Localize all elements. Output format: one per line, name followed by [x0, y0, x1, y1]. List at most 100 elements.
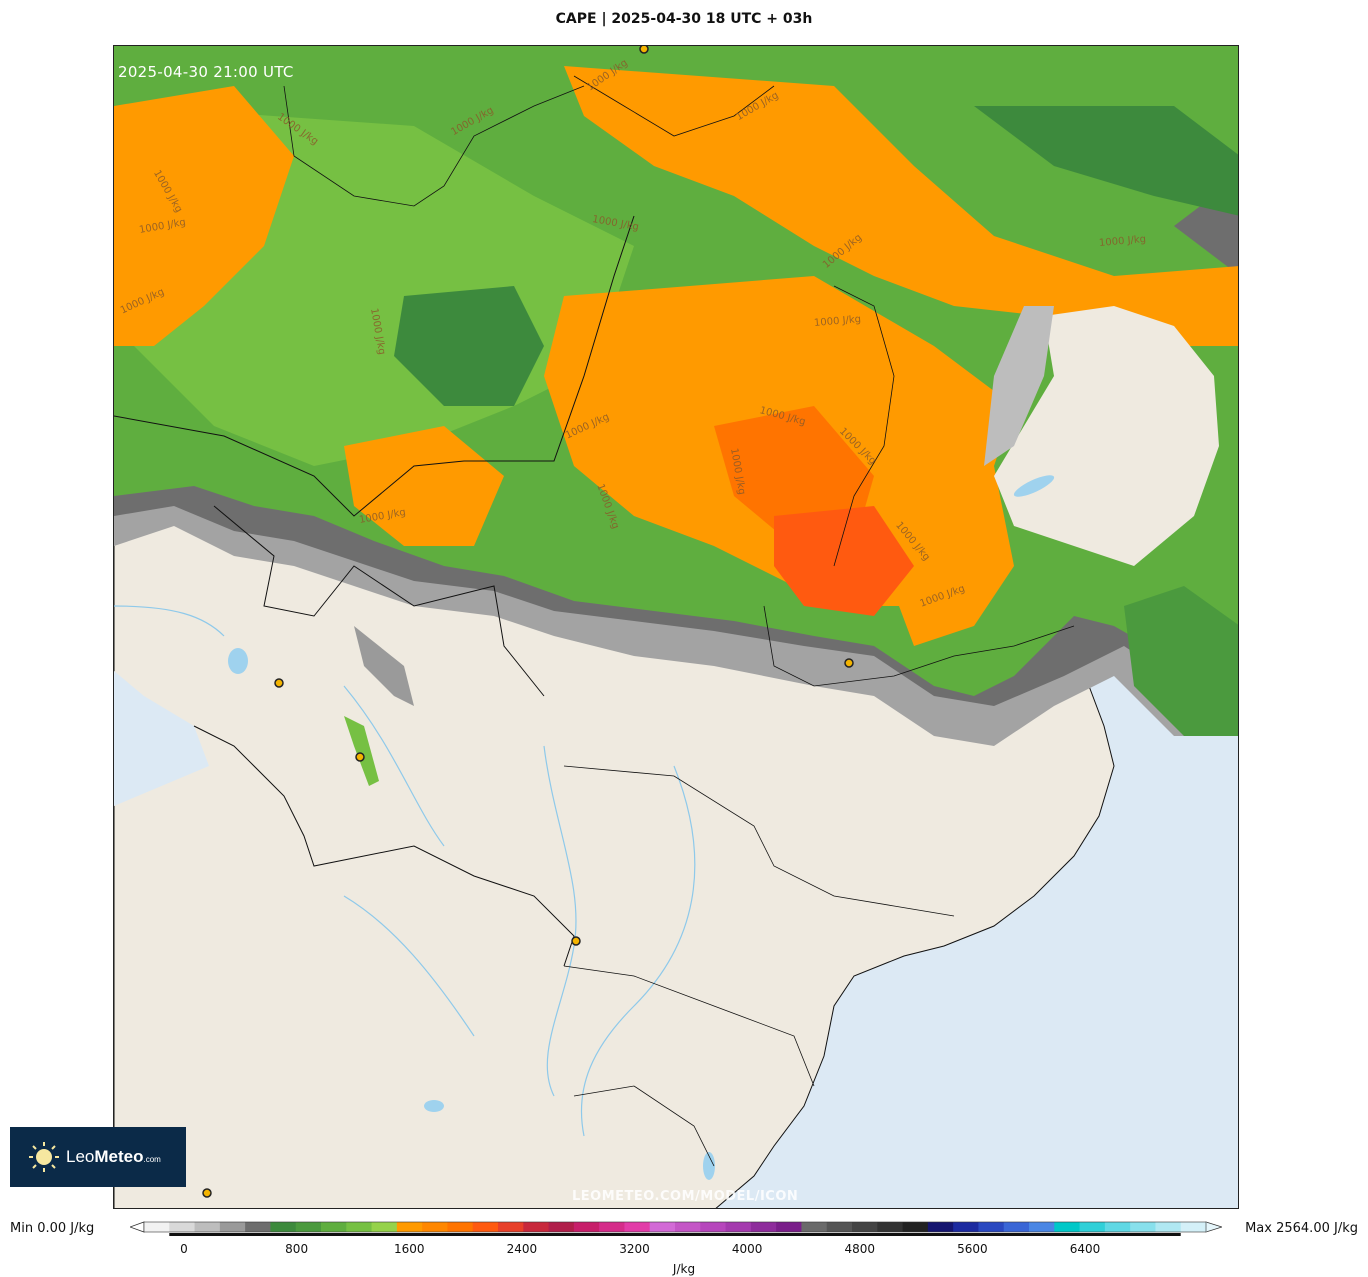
colorbar-segment [396, 1222, 423, 1232]
river-paraguay [543, 745, 577, 1097]
river-madeira [343, 685, 445, 847]
cape-orange-southwest [344, 426, 504, 546]
colorbar-segment [295, 1222, 322, 1232]
border-brazil-states-4 [563, 965, 815, 1087]
cape-andes-patch-2 [354, 626, 414, 706]
colorbar-segment [1029, 1222, 1055, 1232]
colorbar-tick-label: 2400 [506, 1242, 538, 1256]
border-paraguay-argentina [193, 725, 575, 967]
lake-titicaca [228, 648, 248, 674]
colorbar-segment [776, 1222, 803, 1232]
ne-brazil-land [994, 306, 1219, 566]
colorbar-segment [953, 1222, 980, 1232]
colorbar [130, 1221, 1222, 1236]
colorbar-underline [169, 1233, 1181, 1236]
cape-darkgreen-core-2 [974, 106, 1238, 216]
cape-orange-north [564, 66, 1238, 346]
colorbar-segment [245, 1222, 272, 1232]
river-pilcomayo [343, 895, 475, 1037]
colorbar-segment [472, 1222, 499, 1232]
city-marker-sucre [355, 752, 365, 762]
colorbar-segment [826, 1222, 853, 1232]
colorbar-tick-label: 4000 [731, 1242, 763, 1256]
border-guianas [573, 75, 775, 137]
lake-sobradinho [1013, 475, 1055, 497]
city-marker-santiago [202, 1188, 212, 1198]
leometeo-logo[interactable]: LeoMeteo.com [10, 1127, 186, 1187]
colorbar-tick-label: 6400 [1069, 1242, 1101, 1256]
colorbar-segment [144, 1222, 170, 1232]
cape-atlantic-green [1124, 586, 1238, 736]
border-brazil-bolivia [114, 215, 635, 517]
cape-map [114, 46, 1238, 1208]
border-brazil-states-3 [833, 285, 895, 567]
border-north [283, 85, 585, 207]
chart-title: CAPE | 2025-04-30 18 UTC + 03h [555, 11, 813, 27]
logo-text: LeoMeteo.com [66, 1147, 161, 1166]
colorbar-extend-max [1205, 1221, 1222, 1233]
cape-andes-patch [344, 716, 379, 786]
map-panel[interactable]: 2025-04-30 21:00 UTC 1000 J/kg 1000 J/kg… [113, 45, 1239, 1209]
colorbar-segment [523, 1222, 550, 1232]
lake-mar-chiquita [424, 1100, 444, 1112]
colorbar-tick-label: 0 [180, 1242, 188, 1256]
colorbar-segment [548, 1222, 575, 1232]
colorbar-segment [927, 1222, 954, 1232]
colorbar-segment [346, 1222, 373, 1232]
colorbar-segment [169, 1222, 196, 1232]
colorbar-segment [649, 1222, 676, 1232]
colorbar-segment [599, 1222, 626, 1232]
colorbar-segment [1079, 1222, 1106, 1232]
colorbar-segment [750, 1222, 777, 1232]
colorbar-extend-min [130, 1221, 145, 1233]
river-parana [580, 765, 696, 1137]
colorbar-segment [801, 1222, 828, 1232]
colorbar-segment [700, 1222, 727, 1232]
lagoa-dos-patos [703, 1152, 715, 1180]
colorbar-segment [1155, 1222, 1182, 1232]
colorbar-segment [1104, 1222, 1131, 1232]
ne-brazil-grey-edge [984, 306, 1054, 466]
cape-redorange-core-2 [774, 506, 914, 616]
colorbar-segment [194, 1222, 221, 1232]
city-marker-lapaz [274, 678, 284, 688]
colorbar-segment [675, 1222, 701, 1232]
colorbar-min-label: Min 0.00 J/kg [10, 1221, 95, 1236]
colorbar-segment [1003, 1222, 1030, 1232]
colorbar-segment [902, 1222, 929, 1232]
cape-orange-east [884, 446, 1014, 646]
colorbar-segment [447, 1222, 474, 1232]
valid-time-label: 2025-04-30 21:00 UTC [118, 63, 294, 81]
cape-orange-west [114, 86, 294, 346]
colorbar-tick-label: 1600 [393, 1242, 425, 1256]
colorbar-segment [498, 1222, 524, 1232]
city-marker-asuncion [571, 936, 581, 946]
colorbar-tick-label: 3200 [619, 1242, 650, 1256]
river-amazon [114, 605, 225, 637]
colorbar-segment [725, 1222, 752, 1232]
colorbar-segment [371, 1222, 398, 1232]
colorbar-frame [143, 1221, 1207, 1233]
colorbar-segment [422, 1222, 449, 1232]
sun-icon [29, 1142, 59, 1172]
colorbar-segment [1180, 1222, 1207, 1232]
colorbar-segment [877, 1222, 904, 1232]
watermark: LEOMETEO.COM/MODEL/ICON [572, 1189, 799, 1204]
colorbar-tick-label: 5600 [957, 1242, 988, 1256]
pacific-ocean [114, 671, 209, 806]
city-marker-brasilia [844, 658, 854, 668]
colorbar-tick-label: 800 [285, 1242, 309, 1256]
colorbar-max-label: Max 2564.00 J/kg [1245, 1221, 1358, 1236]
border-bolivia-paraguay [213, 505, 545, 697]
colorbar-segment [321, 1222, 347, 1232]
colorbar-unit: J/kg [672, 1262, 696, 1276]
colorbar-segment [978, 1222, 1005, 1232]
city-marker-1 [639, 46, 649, 54]
colorbar-segment [852, 1222, 878, 1232]
border-uruguay [573, 1085, 715, 1167]
border-brazil-states-1 [563, 765, 955, 917]
colorbar-segment [1054, 1222, 1081, 1232]
border-brazil-states-2 [763, 605, 1075, 687]
colorbar-segment [270, 1222, 297, 1232]
colorbar-segment [219, 1222, 246, 1232]
